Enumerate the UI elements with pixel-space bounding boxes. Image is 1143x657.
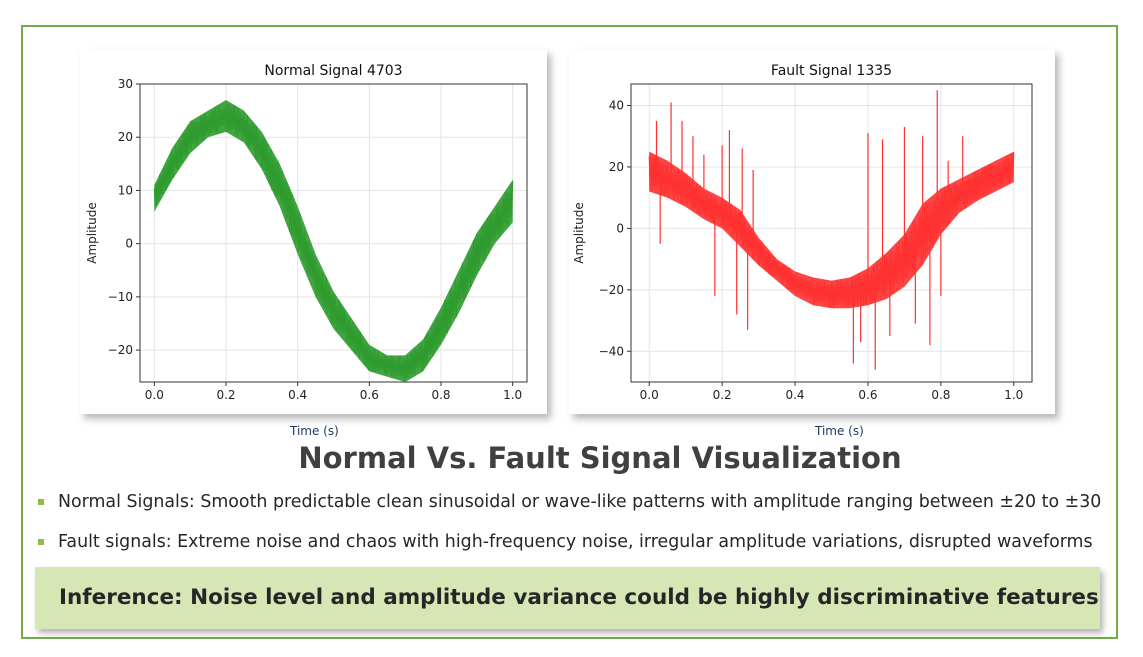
- y-tick-label: 20: [118, 130, 133, 144]
- x-tick-label: 0.2: [713, 388, 732, 402]
- normal-signal-chart: 0.0 0.2 0.4 0.6 0.8 1.0 −20 −10 0 10 20 30 Normal Si…: [80, 49, 547, 414]
- x-tick-label: 0.6: [858, 388, 877, 402]
- x-tick-label: 1.0: [503, 388, 522, 402]
- fault-signal-chart: 0.0 0.2 0.4 0.6 0.8 1.0 −40 −20 0 20 40 Fault Signa…: [569, 49, 1055, 414]
- x-tick-label: 0.0: [145, 388, 164, 402]
- y-tick-label: 10: [118, 183, 133, 197]
- x-tick-label: 0.8: [931, 388, 950, 402]
- x-tick-label: 0.0: [640, 388, 659, 402]
- x-tick-label: 0.2: [216, 388, 235, 402]
- bullet-text: Fault signals: Extreme noise and chaos w…: [58, 532, 1093, 552]
- y-tick-label: 0: [616, 221, 624, 235]
- normal-signal-plot: 0.0 0.2 0.4 0.6 0.8 1.0 −20 −10 0 10 20 30 Normal Si…: [85, 63, 528, 402]
- plot-frame: [139, 83, 528, 383]
- bullet-square-icon: [38, 499, 44, 505]
- x-tick-label: 0.4: [288, 388, 307, 402]
- y-tick-label: 30: [118, 77, 133, 91]
- fault-signal-plot: 0.0 0.2 0.4 0.6 0.8 1.0 −40 −20 0 20 40 Fault Signa…: [572, 63, 1033, 402]
- y-tick-label: −20: [599, 283, 624, 297]
- slide-title: Normal Vs. Fault Signal Visualization: [298, 441, 902, 475]
- inference-box: Inference: Noise level and amplitude var…: [35, 567, 1100, 629]
- x-tick-label: 0.8: [431, 388, 450, 402]
- chart-title: Normal Signal 4703: [264, 63, 402, 79]
- chart-title: Fault Signal 1335: [771, 63, 892, 79]
- signal-line: [153, 103, 514, 380]
- plot-frame: [630, 83, 1033, 383]
- y-tick-label: −40: [599, 344, 624, 358]
- bullet-text: Normal Signals: Smooth predictable clean…: [58, 492, 1102, 512]
- y-tick-label: 0: [125, 237, 133, 251]
- signal-band: [154, 100, 513, 382]
- x-tick-label: 0.6: [360, 388, 379, 402]
- signal-line: [648, 152, 1015, 309]
- bullet-square-icon: [38, 539, 44, 545]
- y-tick-label: 20: [609, 160, 624, 174]
- normal-x-axis-label: Time (s): [290, 424, 339, 438]
- x-tick-label: 0.4: [785, 388, 804, 402]
- y-axis-label: Amplitude: [85, 202, 99, 264]
- y-tick-label: 40: [609, 99, 624, 113]
- y-tick-label: −20: [108, 343, 133, 357]
- inference-text: Inference: Noise level and amplitude var…: [59, 585, 1099, 610]
- y-axis-label: Amplitude: [572, 202, 586, 264]
- y-tick-label: −10: [108, 290, 133, 304]
- fault-x-axis-label: Time (s): [815, 424, 864, 438]
- slide-frame: [21, 25, 1118, 639]
- x-tick-label: 1.0: [1004, 388, 1023, 402]
